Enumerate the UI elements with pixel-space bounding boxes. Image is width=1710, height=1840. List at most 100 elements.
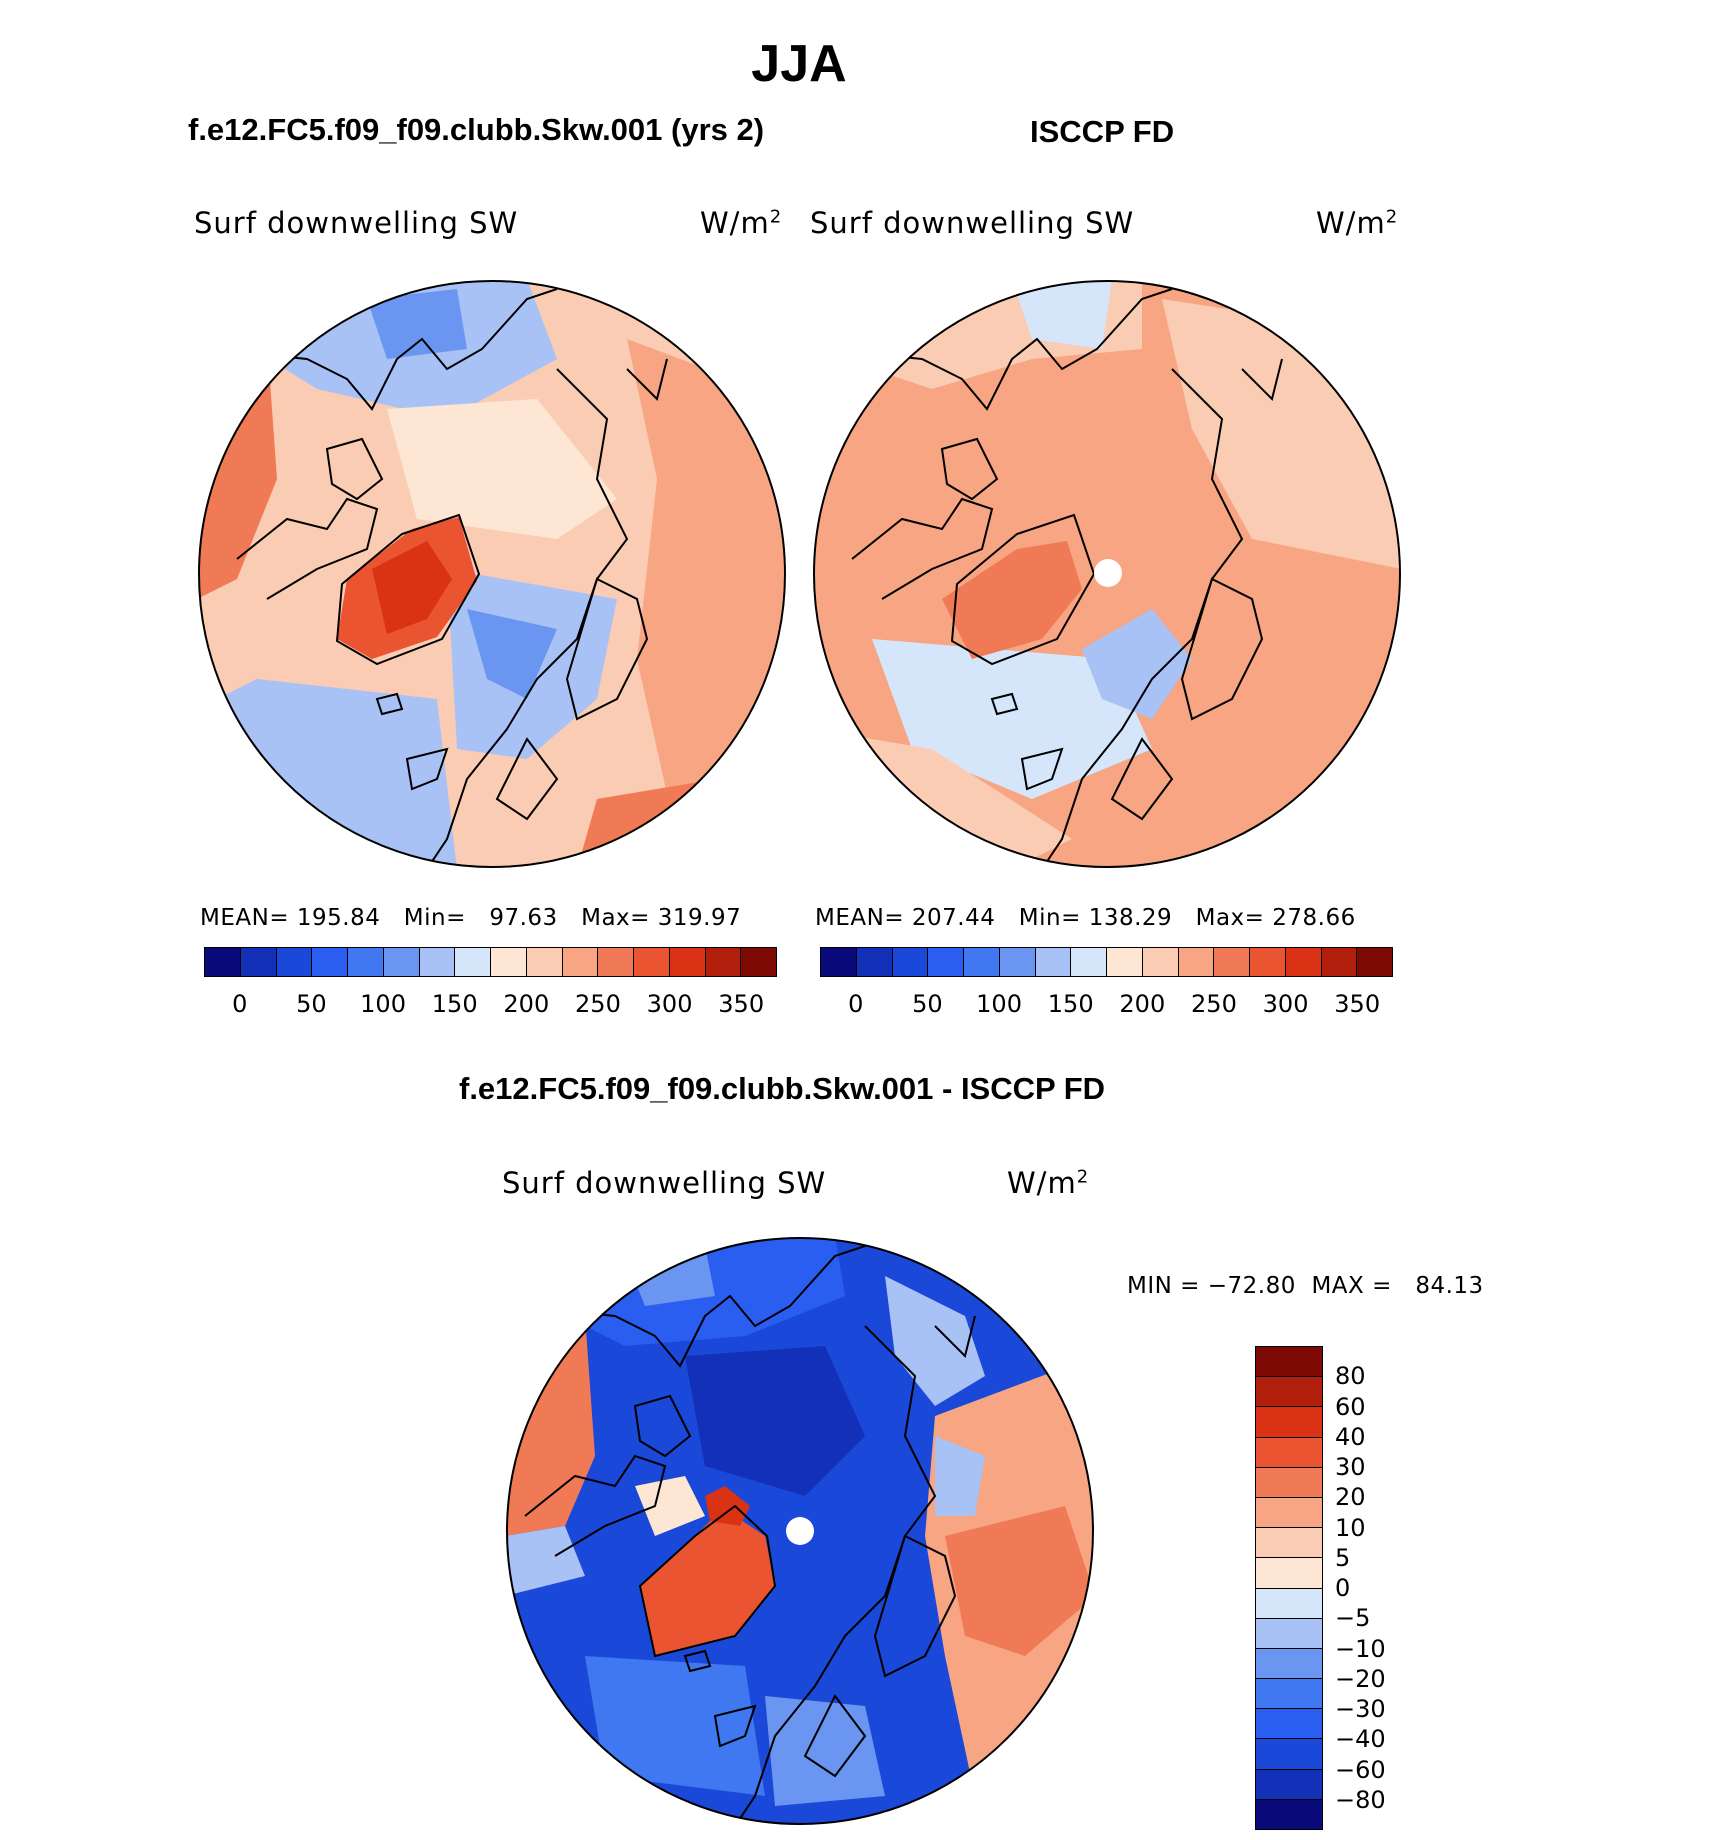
obs-colorbar-tick: 0 [848, 990, 864, 1018]
obs-stats: MEAN= 207.44 Min= 138.29 Max= 278.66 [815, 905, 1356, 931]
obs-colorbar-cell [928, 948, 964, 976]
obs-colorbar-cell [1214, 948, 1250, 976]
obs-colorbar-cell [1285, 948, 1322, 976]
diff-colorbar-tick: 20 [1335, 1483, 1366, 1512]
obs-field-pacific-low [1012, 281, 1112, 349]
diff-colorbar-tick: 60 [1335, 1392, 1366, 1421]
diff-coastlines [524, 1245, 976, 1824]
model-colorbar-cell [705, 948, 742, 976]
model-colorbar-cell [383, 948, 420, 976]
obs-colorbar-cell [892, 948, 929, 976]
diff-colorbar-tick: −5 [1335, 1604, 1371, 1633]
diff-colorbar-cell [1256, 1558, 1322, 1589]
obs-map-border [813, 280, 1401, 868]
model-colorbar-tick: 50 [296, 990, 327, 1018]
diff-variable-label: Surf downwelling SW [502, 1166, 827, 1200]
diff-pole-hole [786, 1517, 814, 1545]
model-field-pacific-south [199, 679, 457, 867]
model-colorbar-ticks: 0 50 100 150 200 250 300 350 [204, 990, 777, 1020]
diff-colorbar-cell [1256, 1709, 1322, 1740]
model-colorbar-cell [669, 948, 706, 976]
diff-colorbar [1255, 1346, 1323, 1830]
obs-colorbar-tick: 150 [1047, 990, 1094, 1018]
diff-field-atlantic [585, 1656, 765, 1796]
diff-colorbar-tick: 40 [1335, 1422, 1366, 1451]
model-colorbar-cell [455, 948, 491, 976]
diff-field-siberia [885, 1276, 985, 1406]
diff-colorbar-cell [1256, 1377, 1322, 1408]
model-stats: MEAN= 195.84 Min= 97.63 Max= 319.97 [200, 905, 742, 931]
obs-colorbar-cell [1107, 948, 1143, 976]
obs-colorbar [820, 947, 1393, 977]
diff-colorbar-tick: 0 [1335, 1574, 1351, 1602]
diff-field-eurasia-high [945, 1506, 1093, 1656]
model-colorbar-cell [348, 948, 384, 976]
model-colorbar-cell [634, 948, 670, 976]
model-colorbar-tick: 100 [360, 990, 406, 1018]
diff-field-eurasia-edge [935, 1436, 985, 1516]
obs-colorbar-tick: 300 [1262, 990, 1309, 1018]
diff-colorbar-tick: −80 [1335, 1785, 1386, 1814]
diff-panel-title: f.e12.FC5.f09_f09.clubb.Skw.001 - ISCCP … [459, 1071, 1106, 1106]
obs-colorbar-tick: 350 [1334, 990, 1381, 1018]
obs-colorbar-tick: 50 [912, 990, 943, 1018]
obs-colorbar-tick: 200 [1119, 990, 1166, 1018]
model-colorbar [204, 947, 777, 977]
obs-pole-hole [1094, 559, 1122, 587]
model-colorbar-tick: 0 [232, 990, 248, 1018]
model-colorbar-tick: 200 [503, 990, 550, 1018]
diff-colorbar-tick: 30 [1335, 1453, 1366, 1481]
model-field-pacific-lower [367, 289, 467, 359]
model-colorbar-cell [240, 948, 277, 976]
model-field-eurasia [627, 339, 785, 839]
diff-stats: MIN = −72.80 MAX = 84.13 [1127, 1273, 1484, 1299]
obs-polar-map [813, 280, 1401, 868]
diff-colorbar-cell [1256, 1497, 1322, 1529]
diff-colorbar-cell [1256, 1648, 1322, 1680]
model-coastlines [236, 288, 668, 867]
obs-colorbar-cell [1250, 948, 1286, 976]
obs-colorbar-ticks: 0 50 100 150 200 250 300 350 [820, 990, 1393, 1020]
diff-colorbar-cell [1256, 1739, 1322, 1770]
diff-field-greenland [640, 1506, 775, 1656]
diff-units-label: W/m2 [1007, 1166, 1090, 1200]
model-colorbar-cell [205, 948, 241, 976]
model-polar-map [198, 280, 786, 868]
model-colorbar-cell [312, 948, 348, 976]
diff-colorbar-tick: −10 [1335, 1634, 1386, 1663]
obs-colorbar-tick: 100 [976, 990, 1022, 1018]
model-units-label: W/m2 [700, 206, 783, 240]
obs-variable-label: Surf downwelling SW [810, 206, 1135, 240]
obs-coastlines [851, 288, 1283, 867]
diff-colorbar-tick: 10 [1335, 1513, 1366, 1542]
diff-colorbar-cell [1256, 1799, 1322, 1829]
model-colorbar-cell [491, 948, 527, 976]
model-field-arctic [387, 399, 617, 539]
model-colorbar-cell [562, 948, 599, 976]
obs-colorbar-cell [821, 948, 857, 976]
model-colorbar-cell [526, 948, 563, 976]
model-colorbar-tick: 150 [431, 990, 478, 1018]
model-field-greenland-peak [372, 541, 452, 634]
model-colorbar-cell [741, 948, 776, 976]
diff-map-border [506, 1237, 1094, 1825]
diff-polar-map [506, 1237, 1094, 1825]
obs-units-label: W/m2 [1316, 206, 1399, 240]
obs-colorbar-cell [1357, 948, 1392, 976]
model-colorbar-tick: 300 [646, 990, 693, 1018]
model-colorbar-tick: 250 [575, 990, 621, 1018]
obs-field-atlantic-low [1082, 609, 1192, 719]
diff-colorbar-tick: 5 [1335, 1543, 1351, 1572]
diff-colorbar-cell [1256, 1347, 1322, 1378]
diff-colorbar-ticks: 80 60 40 30 20 10 5 0 −5 −10 −20 −30 −40 −60 −80 [1335, 1346, 1435, 1830]
obs-colorbar-cell [856, 948, 893, 976]
model-field-atlantic-lower [467, 609, 557, 699]
model-colorbar-cell [419, 948, 456, 976]
diff-colorbar-cell [1256, 1407, 1322, 1438]
diff-colorbar-cell [1256, 1588, 1322, 1619]
obs-field-greenland [942, 541, 1082, 659]
diff-colorbar-cell [1256, 1769, 1322, 1800]
diff-colorbar-cell [1256, 1467, 1322, 1498]
model-colorbar-cell [276, 948, 313, 976]
model-map-border [198, 280, 786, 868]
